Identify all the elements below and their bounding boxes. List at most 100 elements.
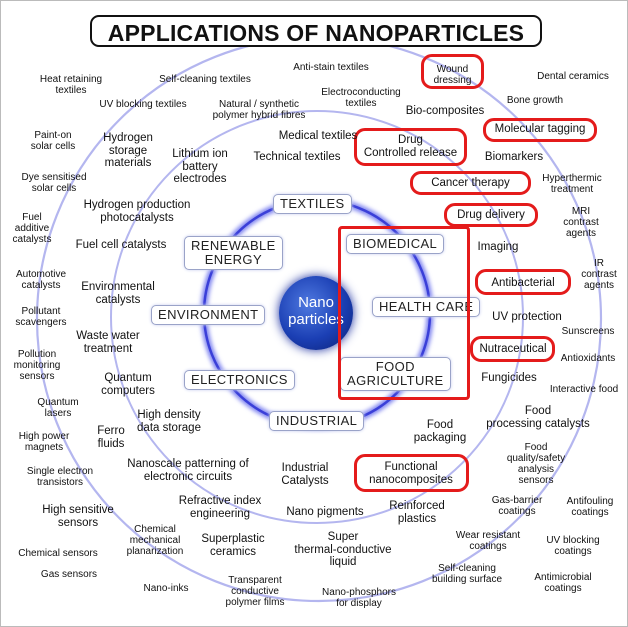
line: Antimicrobial — [534, 572, 592, 583]
category-renewable-energy: RENEWABLE ENERGY — [184, 236, 283, 270]
line: Antifouling — [566, 496, 614, 507]
app-environmental-catalysts: Environmental catalysts — [71, 281, 165, 306]
line: monitoring — [13, 360, 61, 371]
line: computers — [101, 384, 155, 397]
app-chemical-sensors: Chemical sensors — [18, 548, 98, 559]
line: thermal-conductive — [294, 543, 392, 556]
line: Waste water — [76, 330, 140, 342]
app-paint-on-solar-cells: Paint-on solar cells — [23, 130, 83, 152]
app-super-thermal-conductive-liquid: Super thermal-conductive liquid — [287, 531, 399, 569]
highlight-functional-nanocomposites — [354, 454, 469, 492]
app-fuel-cell-catalysts: Fuel cell catalysts — [75, 239, 167, 251]
app-sunscreens: Sunscreens — [561, 326, 615, 337]
app-ferro-fluids: Ferro fluids — [87, 425, 135, 450]
line: Quantum — [37, 397, 79, 408]
line: coatings — [571, 507, 609, 518]
middle-ring — [110, 110, 524, 524]
core-label-line2: particles — [288, 311, 344, 328]
line: Electroconducting — [321, 87, 401, 98]
line: Drug — [398, 134, 423, 146]
app-fuel-additive-catalysts: Fuel additive catalysts — [7, 212, 57, 245]
app-mri-contrast-agents: MRI contrast agents — [557, 206, 605, 239]
app-nano-phosphors-for-display: Nano-phosphors for display — [313, 587, 405, 609]
line: materials — [104, 157, 152, 169]
line: catalysts — [95, 293, 141, 306]
line: Food — [524, 442, 548, 453]
app-antimicrobial-coatings: Antimicrobial coatings — [529, 572, 597, 594]
line: battery — [182, 160, 218, 173]
line: analysis — [517, 464, 555, 475]
highlight-drug-delivery — [444, 203, 538, 227]
app-electroconducting-textiles: Electroconducting textiles — [313, 87, 409, 109]
category-renewable-line2: ENERGY — [204, 252, 263, 267]
line: Transparent — [228, 575, 282, 586]
line: Hyperthermic — [542, 173, 602, 184]
line: storage — [108, 144, 148, 157]
app-antibacterial: Antibacterial — [491, 277, 555, 289]
line: Refractive index — [178, 495, 262, 507]
line: Chemical — [134, 524, 176, 535]
line: coatings — [544, 583, 582, 594]
line: sensors — [19, 371, 55, 382]
line: polymer hybrid fibres — [212, 110, 306, 121]
line: Reinforced — [389, 500, 445, 512]
line: lasers — [44, 408, 72, 419]
app-uv-protection: UV protection — [492, 311, 562, 323]
app-nano-pigments: Nano pigments — [286, 506, 364, 518]
app-high-density-data-storage: High density data storage — [127, 409, 211, 434]
app-pollutant-scavengers: Pollutant scavengers — [11, 306, 71, 328]
app-biomarkers: Biomarkers — [484, 151, 544, 163]
line: Nanoscale patterning of — [127, 458, 249, 470]
line: plastics — [397, 512, 437, 525]
line: polymer films — [225, 597, 285, 608]
app-drug-controlled-release: Drug Controlled release — [357, 134, 464, 159]
line: Hydrogen — [103, 132, 153, 144]
line: electronic circuits — [143, 470, 233, 483]
app-technical-textiles: Technical textiles — [253, 151, 341, 163]
app-fungicides: Fungicides — [481, 372, 537, 384]
category-industrial: INDUSTRIAL — [269, 411, 365, 431]
line: UV blocking — [546, 535, 600, 546]
category-food-line1: FOOD — [375, 359, 415, 374]
app-automotive-catalysts: Automotive catalysts — [9, 269, 73, 291]
line: solar cells — [31, 183, 77, 194]
line: Hydrogen production — [83, 199, 191, 211]
app-wound-dressing: Wound dressing — [425, 64, 480, 86]
app-gas-sensors: Gas sensors — [40, 569, 98, 580]
line: IR — [594, 258, 604, 269]
app-gas-barrier-coatings: Gas-barrier coatings — [479, 495, 555, 517]
app-imaging: Imaging — [477, 241, 519, 253]
category-renewable-line1: RENEWABLE — [191, 238, 276, 253]
line: solar cells — [30, 141, 76, 152]
line: transistors — [36, 477, 84, 488]
line: textiles — [55, 85, 87, 96]
line: Industrial — [281, 462, 329, 474]
line: High sensitive — [42, 504, 114, 516]
line: scavengers — [15, 317, 67, 328]
line: coatings — [469, 541, 507, 552]
app-nano-inks: Nano-inks — [143, 583, 189, 594]
line: Environmental — [81, 281, 155, 293]
app-food-packaging: Food packaging — [405, 419, 475, 444]
line: planarization — [126, 546, 184, 557]
app-drug-delivery: Drug delivery — [457, 209, 525, 221]
app-hydrogen-production: Hydrogen production photocatalysts — [73, 199, 201, 224]
line: treatment — [550, 184, 594, 195]
line: liquid — [329, 556, 357, 568]
line: Dye sensitised — [21, 172, 87, 183]
category-food-agriculture: FOOD AGRICULTURE — [340, 357, 451, 391]
app-quantum-computers: Quantum computers — [93, 372, 163, 397]
highlight-antibacterial — [475, 269, 571, 295]
line: Natural / synthetic — [218, 99, 300, 110]
app-anti-stain-textiles: Anti-stain textiles — [293, 62, 369, 73]
line: data storage — [137, 421, 201, 434]
line: for display — [336, 598, 382, 609]
line: Paint-on — [34, 130, 72, 141]
app-bone-growth: Bone growth — [506, 95, 564, 106]
app-high-sensitive-sensors: High sensitive sensors — [33, 504, 123, 529]
line: conductive — [231, 586, 279, 597]
line: building surface — [431, 574, 503, 585]
app-self-cleaning-building-surface: Self-cleaning building surface — [425, 563, 509, 585]
app-dye-sensitised-solar-cells: Dye sensitised solar cells — [17, 172, 91, 194]
